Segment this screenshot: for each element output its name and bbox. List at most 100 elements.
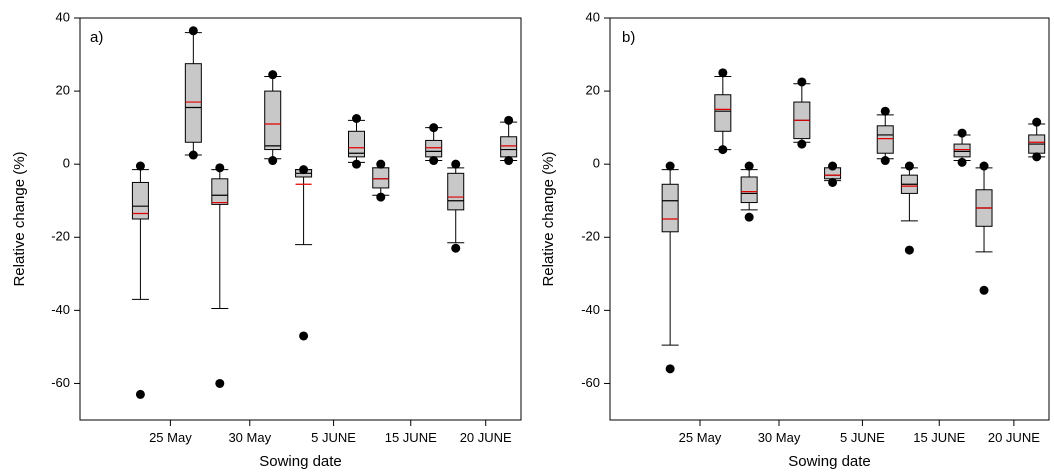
box: [184, 63, 202, 143]
box-plot: [740, 161, 758, 222]
outlier-point: [352, 159, 362, 169]
x-tick-label: 20 JUNE: [460, 430, 512, 445]
panel-b-label: b): [622, 29, 635, 46]
outlier-point: [376, 159, 386, 169]
outlier-point: [451, 159, 461, 169]
outlier-point: [188, 26, 198, 36]
x-tick-label: 25 May: [149, 430, 192, 445]
outlier-point: [828, 161, 838, 171]
y-tick-label: 0: [63, 156, 70, 171]
y-tick-label: -20: [51, 229, 70, 244]
box-plot: [211, 163, 229, 388]
outlier-point: [797, 139, 807, 149]
x-tick-label: 30 May: [228, 430, 271, 445]
outlier-point: [299, 165, 309, 175]
outlier-point: [880, 106, 890, 116]
box-plot: [425, 123, 443, 166]
panel-a-label: a): [90, 29, 103, 46]
outlier-point: [268, 156, 278, 166]
outlier-point: [135, 389, 145, 399]
outlier-point: [718, 145, 728, 155]
box: [372, 167, 390, 189]
box-plot: [876, 106, 894, 166]
outlier-point: [504, 115, 514, 125]
panel-a-frame: [79, 17, 522, 421]
box-plot: [714, 68, 732, 155]
outlier-point: [1032, 152, 1042, 162]
outlier-point: [718, 68, 728, 78]
outlier-point: [979, 161, 989, 171]
outlier-point: [744, 161, 754, 171]
panel-a-xlabel: Sowing date: [259, 453, 342, 470]
box-plot: [1028, 117, 1046, 162]
y-tick-label: -20: [581, 229, 600, 244]
outlier-point: [504, 156, 514, 166]
outlier-point: [215, 163, 225, 173]
outlier-point: [429, 156, 439, 166]
box-plot: [184, 26, 202, 160]
outlier-point: [665, 161, 675, 171]
y-tick-label: 0: [593, 156, 600, 171]
box-plot: [372, 159, 390, 202]
x-tick-label: 25 May: [679, 430, 722, 445]
x-tick-label: 5 JUNE: [311, 430, 356, 445]
box-plot: [264, 70, 282, 166]
box: [500, 136, 518, 158]
box: [740, 176, 758, 204]
box: [425, 139, 443, 158]
box-plot: [953, 128, 971, 167]
outlier-point: [215, 378, 225, 388]
x-tick-label: 15 JUNE: [385, 430, 437, 445]
box-plot: [131, 161, 149, 399]
x-tick-label: 5 JUNE: [840, 430, 885, 445]
box: [714, 94, 732, 132]
box: [876, 125, 894, 154]
box: [661, 183, 679, 233]
panel-b-frame: [609, 17, 1050, 421]
y-tick-label: 40: [586, 9, 600, 24]
outlier-point: [135, 161, 145, 171]
outlier-point: [352, 114, 362, 123]
y-tick-label: 40: [56, 9, 70, 24]
outlier-point: [797, 77, 807, 87]
box: [131, 181, 149, 220]
y-tick-label: -40: [51, 302, 70, 317]
panel-b: b) Relative change (%) Sowing date -60 -4…: [540, 9, 1050, 470]
outlier-point: [188, 150, 198, 160]
outlier-point: [744, 212, 754, 222]
box-plot: [500, 115, 518, 166]
box-plot: [447, 159, 465, 253]
y-tick-label: -60: [581, 375, 600, 390]
y-tick-label: 20: [56, 83, 70, 98]
outlier-point: [299, 331, 309, 341]
box-plot: [975, 161, 993, 295]
x-tick-label: 20 JUNE: [988, 430, 1040, 445]
outlier-point: [1032, 117, 1042, 127]
box-plot: [793, 77, 811, 149]
outlier-point: [957, 128, 967, 138]
y-tick-label: -40: [581, 302, 600, 317]
outlier-point: [665, 364, 675, 374]
box: [348, 130, 366, 158]
y-tick-label: 20: [586, 83, 600, 98]
x-tick-label: 30 May: [758, 430, 801, 445]
x-tick-label: 15 JUNE: [913, 430, 965, 445]
outlier-point: [429, 123, 439, 133]
box-plot: [661, 161, 679, 374]
panel-b-xlabel: Sowing date: [788, 453, 871, 470]
box-plot: [295, 165, 313, 341]
box: [211, 178, 229, 205]
outlier-point: [904, 161, 914, 171]
outlier-point: [880, 156, 890, 166]
outlier-point: [957, 157, 967, 167]
outlier-point: [904, 245, 914, 255]
panel-a-ylabel: Relative change (%): [11, 151, 28, 286]
outlier-point: [376, 192, 386, 202]
outlier-point: [268, 70, 278, 80]
y-tick-label: -60: [51, 375, 70, 390]
box-plot: [824, 161, 842, 187]
outlier-point: [979, 285, 989, 295]
panel-b-ylabel: Relative change (%): [540, 151, 557, 286]
outlier-point: [828, 177, 838, 187]
